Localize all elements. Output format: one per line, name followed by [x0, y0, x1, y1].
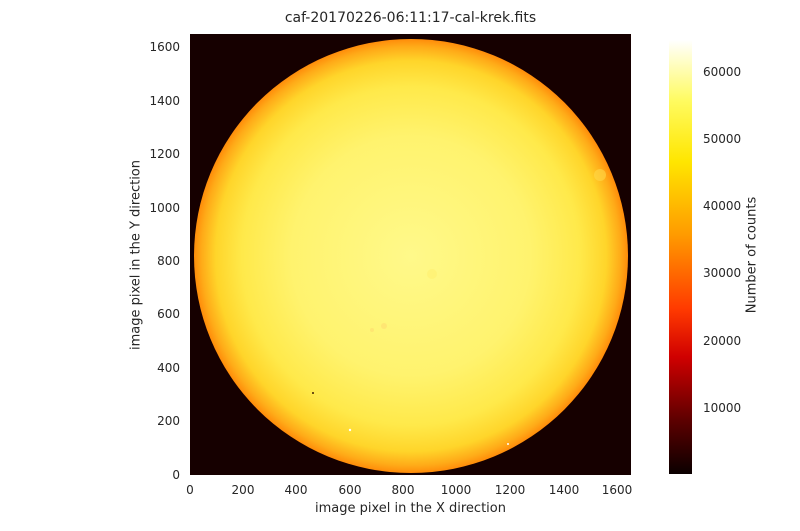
x-tick-label: 1200	[494, 483, 526, 497]
colorbar-tick-label: 30000	[703, 266, 742, 280]
x-tick-label: 0	[186, 483, 194, 497]
y-tick-label: 1000	[149, 201, 180, 215]
colorbar-tick-label: 20000	[703, 334, 742, 348]
solar-disk	[194, 39, 628, 473]
x-tick-label: 1000	[440, 483, 472, 497]
sunspot	[312, 392, 314, 394]
sunspot	[370, 328, 374, 332]
colorbar-tick-label: 60000	[703, 65, 742, 79]
colorbar-tick-label: 10000	[703, 401, 742, 415]
bright-point	[507, 443, 509, 445]
colorbar-label: Number of counts	[744, 196, 760, 314]
bright-point	[348, 428, 352, 432]
x-tick-label: 800	[391, 483, 415, 497]
y-tick-label: 1200	[149, 147, 180, 161]
y-tick-label: 600	[157, 307, 180, 321]
y-tick-label: 0	[172, 468, 180, 482]
x-tick-label: 1600	[601, 483, 633, 497]
y-axis-label: image pixel in the Y direction	[128, 159, 144, 351]
y-tick-label: 1400	[149, 94, 180, 108]
x-tick-label: 200	[231, 483, 255, 497]
plot-title: caf-20170226-06:11:17-cal-krek.fits	[284, 10, 537, 26]
colorbar-tick-label: 50000	[703, 132, 742, 146]
x-tick-label: 1400	[548, 483, 580, 497]
y-tick-label: 800	[157, 254, 180, 268]
colorbar	[669, 40, 692, 474]
x-axis-label: image pixel in the X direction	[315, 501, 506, 516]
y-tick-label: 200	[157, 414, 180, 428]
y-tick-label: 400	[157, 361, 180, 375]
colorbar-tick-label: 40000	[703, 199, 742, 213]
x-tick-label: 400	[284, 483, 308, 497]
surface-features	[312, 169, 606, 445]
y-tick-label: 1600	[149, 40, 180, 54]
sunspot	[427, 269, 437, 279]
sunspot	[594, 169, 606, 181]
sunspot	[381, 323, 387, 329]
x-tick-label: 600	[338, 483, 362, 497]
